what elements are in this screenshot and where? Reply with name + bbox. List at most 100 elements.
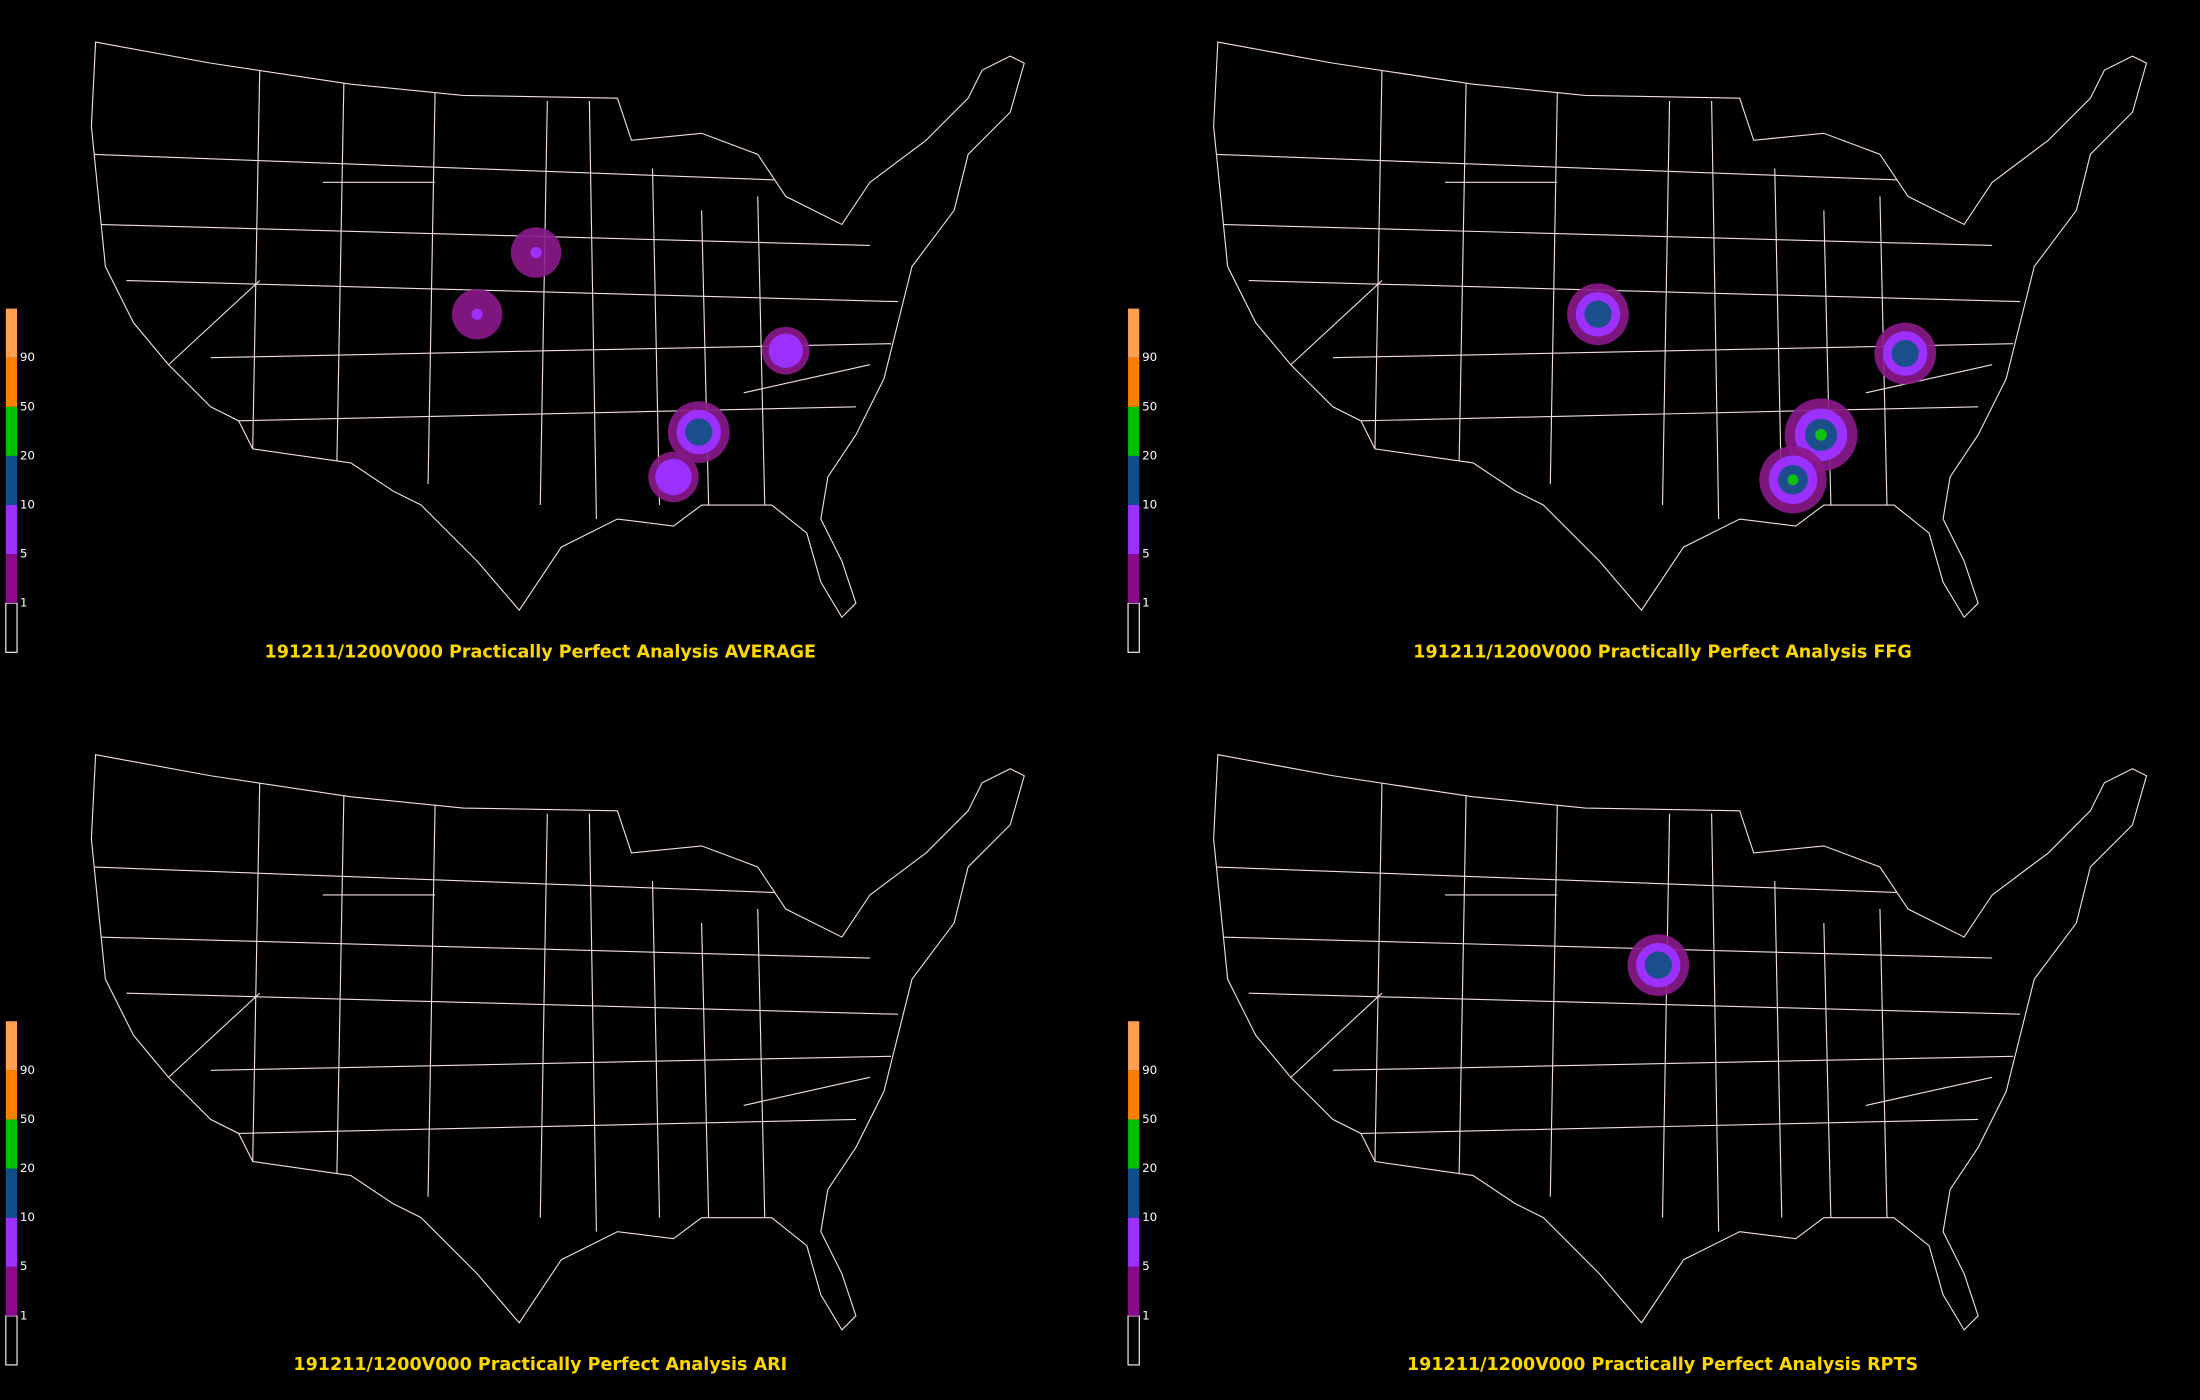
colorbar-label: 20 — [20, 1161, 35, 1175]
map-panel: 1 5 10 20 50 90 191211/1200V000 Practically Pe… — [1127, 41, 2148, 662]
state-line — [98, 936, 870, 959]
state-lines — [91, 782, 899, 1232]
colorbar-segment — [1128, 1021, 1140, 1071]
state-line — [1374, 70, 1383, 449]
probability-contour — [1584, 300, 1612, 328]
state-line — [1661, 100, 1671, 506]
colorbar-label: 5 — [20, 1259, 28, 1273]
colorbar-segment — [5, 1070, 18, 1120]
state-line — [588, 813, 597, 1232]
colorbar: 1 5 10 20 50 90 — [5, 1021, 35, 1366]
colorbar-label: 90 — [1142, 350, 1157, 364]
colorbar-label: 10 — [1142, 1210, 1157, 1224]
us-map — [90, 754, 1025, 1331]
colorbar-label: 1 — [1142, 1308, 1150, 1322]
us-map — [1213, 41, 2148, 619]
state-line — [1711, 813, 1720, 1232]
colorbar-segment — [5, 554, 18, 604]
colorbar-segment — [5, 602, 18, 653]
state-line — [210, 1055, 891, 1071]
state-line — [757, 909, 766, 1218]
colorbar-label: 50 — [1142, 1112, 1157, 1126]
state-line — [1332, 1055, 2014, 1071]
colorbar-segment — [1128, 406, 1140, 456]
country-outline — [1213, 41, 2148, 619]
state-line — [1774, 880, 1783, 1218]
state-line — [1360, 1118, 1979, 1135]
state-lines — [91, 70, 899, 520]
colorbar-segment — [1127, 1315, 1140, 1366]
state-line — [757, 196, 766, 506]
state-line — [336, 81, 345, 463]
state-line — [427, 805, 436, 1197]
colorbar-label: 20 — [1142, 448, 1157, 462]
colorbar-segment — [1128, 1070, 1140, 1120]
colorbar-segment — [1128, 308, 1140, 358]
state-line — [1220, 936, 1993, 959]
state-line — [539, 813, 548, 1218]
panel-title: 191211/1200V000 Practically Perfect Anal… — [1407, 1355, 1918, 1375]
state-line — [252, 70, 261, 449]
country-outline — [90, 41, 1025, 619]
colorbar: 1 5 10 20 50 90 — [5, 308, 35, 653]
country-outline — [1213, 754, 2148, 1331]
colorbar-label: 5 — [1142, 547, 1150, 561]
colorbar-segment — [1127, 602, 1140, 653]
state-line — [1879, 909, 1888, 1218]
probability-contour — [768, 333, 803, 368]
state-line — [1865, 1076, 1993, 1106]
colorbar-label: 20 — [1142, 1161, 1157, 1175]
colorbar-segment — [5, 357, 18, 407]
colorbar-segment — [1128, 1266, 1140, 1316]
country-outline — [90, 754, 1025, 1331]
probability-contour — [655, 458, 692, 496]
colorbar-label: 50 — [20, 1112, 35, 1126]
state-line — [238, 406, 856, 422]
state-line — [1248, 280, 2021, 303]
map-panel: 1 5 10 20 50 90 191211/1200V000 Practically Pe… — [1127, 754, 2148, 1375]
colorbar-segment — [5, 505, 18, 555]
probability-contour — [1815, 429, 1827, 441]
state-line — [91, 153, 842, 183]
colorbar-segment — [5, 455, 18, 506]
colorbar-segment — [5, 308, 18, 358]
probability-contour — [1891, 339, 1919, 368]
colorbar-label: 50 — [20, 399, 35, 413]
state-line — [651, 880, 661, 1218]
state-line — [539, 100, 548, 506]
state-lines — [1213, 782, 2021, 1232]
colorbar-label: 1 — [1142, 596, 1150, 610]
colorbar-segment — [1128, 1168, 1140, 1218]
state-line — [252, 782, 261, 1162]
colorbar-segment — [5, 406, 18, 456]
probability-contour — [530, 246, 542, 259]
panel-title: 191211/1200V000 Practically Perfect Anal… — [1413, 642, 1912, 662]
state-line — [1823, 923, 1832, 1218]
state-line — [1458, 81, 1467, 463]
colorbar-label: 5 — [20, 547, 28, 561]
state-line — [336, 793, 345, 1176]
state-line — [1549, 92, 1558, 484]
colorbar-segment — [5, 1168, 18, 1218]
colorbar-label: 10 — [20, 1210, 35, 1224]
panel-title: 191211/1200V000 Practically Perfect Anal… — [265, 642, 816, 662]
state-line — [588, 100, 597, 520]
colorbar-label: 5 — [1142, 1259, 1150, 1273]
state-line — [98, 223, 870, 247]
state-line — [1374, 782, 1383, 1162]
map-panel: 1 5 10 20 50 90 191211/1200V000 Practically Pe… — [5, 41, 1025, 662]
state-line — [238, 1118, 856, 1135]
colorbar-label: 10 — [20, 498, 35, 512]
colorbar-segment — [1128, 1119, 1140, 1169]
colorbar-segment — [5, 1119, 18, 1169]
probability-contour — [471, 308, 483, 320]
colorbar-label: 1 — [20, 596, 28, 610]
state-line — [1458, 793, 1467, 1176]
colorbar-segment — [1128, 357, 1140, 407]
colorbar-segment — [5, 1266, 18, 1316]
state-line — [427, 92, 436, 484]
colorbar-label: 1 — [20, 1308, 28, 1322]
state-line — [1213, 866, 1965, 896]
colorbar-segment — [1128, 554, 1140, 604]
